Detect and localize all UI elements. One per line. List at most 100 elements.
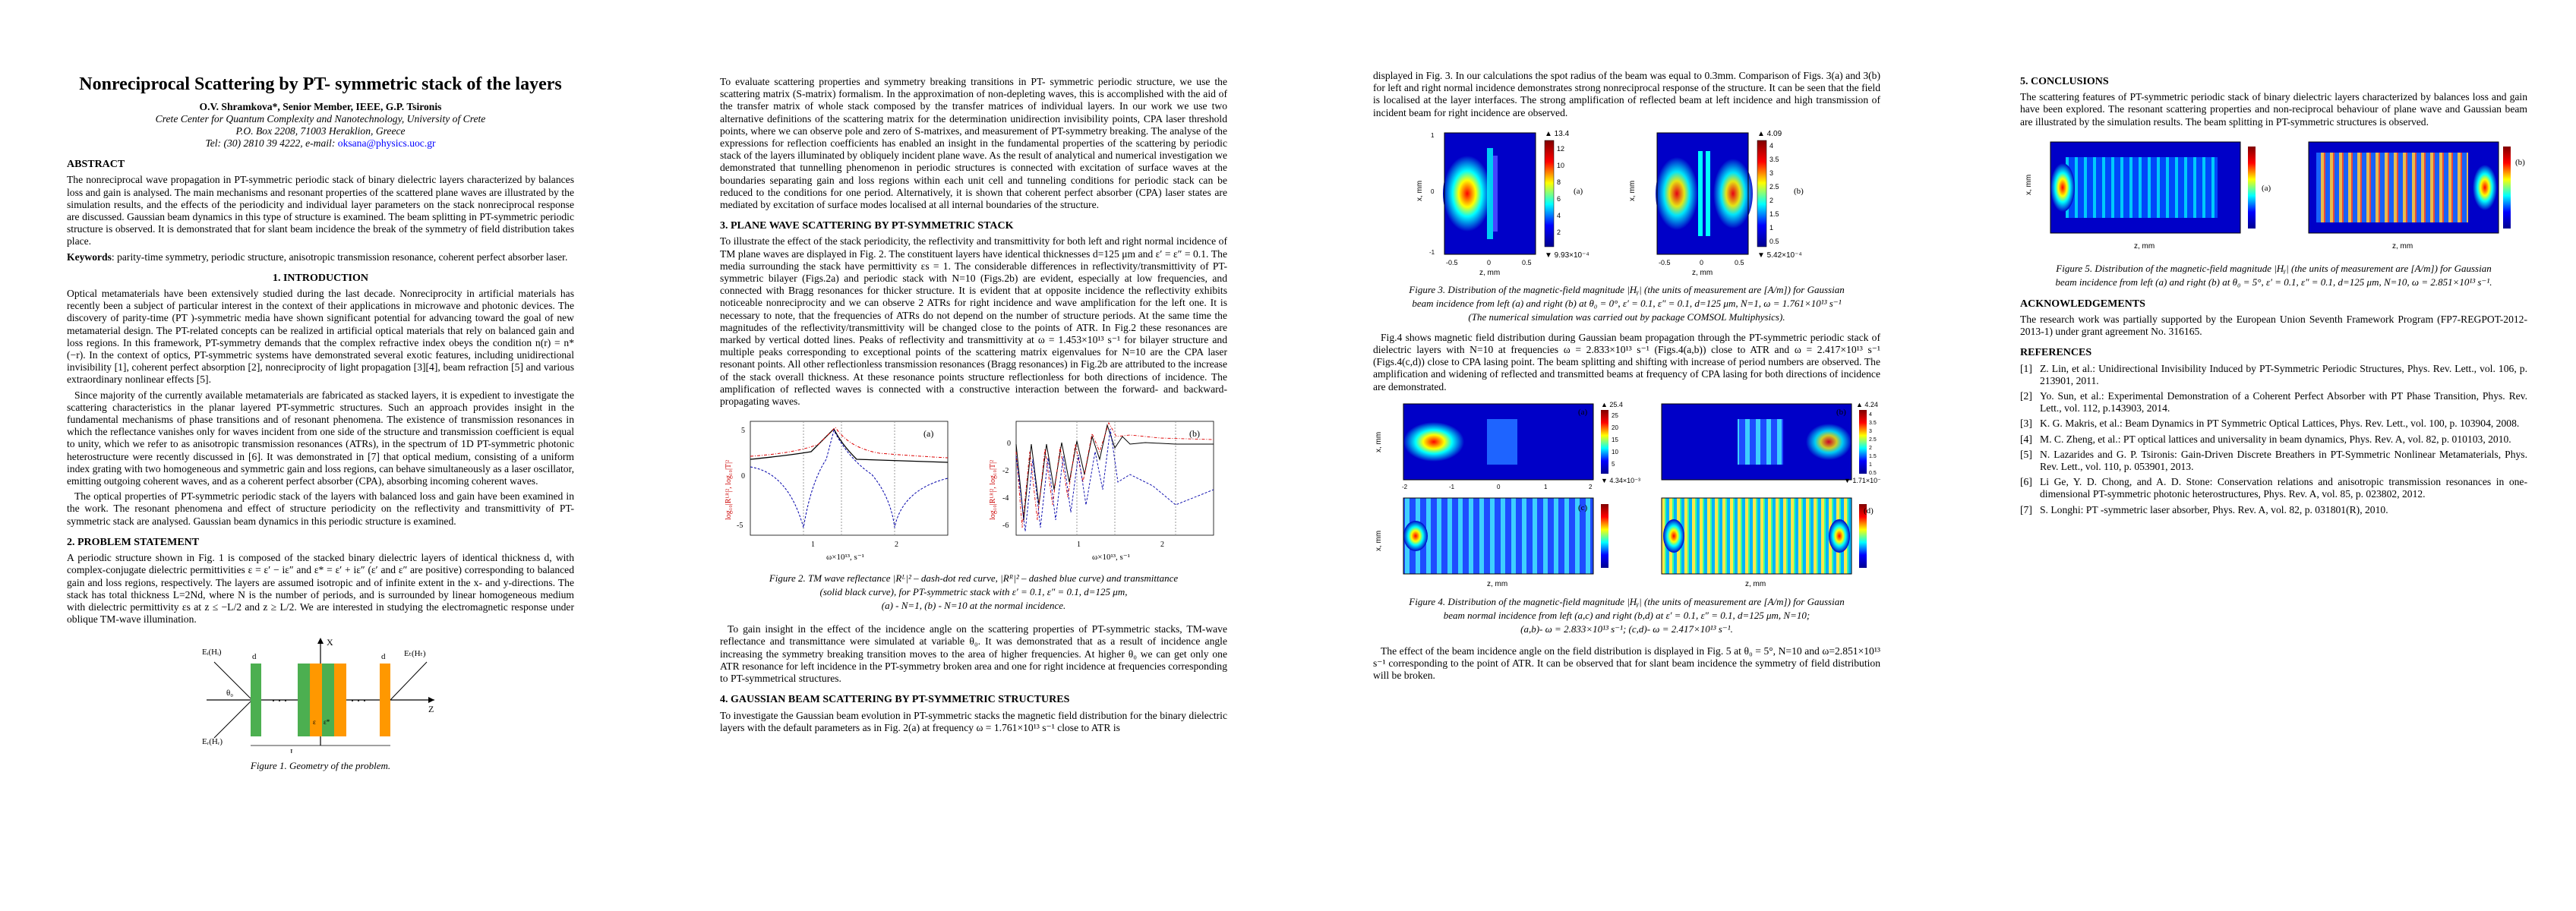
figure-3b: ▲ 4.09 ▼ 5.42×10⁻⁴ 4 3.5 3 2.5 2 1.5 1 0… (1628, 130, 1804, 277)
fig4b-cbar-tick-3: 3 (1869, 429, 1872, 434)
fig1-ei-label: Eᵢ(Hᵢ) (202, 648, 222, 657)
figure-5: (a) x, mm z, mm (b) z, mm (2020, 134, 2527, 256)
fig2a-xtick-2: 2 (895, 541, 898, 549)
affiliation: Crete Center for Quantum Complexity and … (155, 113, 486, 125)
fig3a-label: (a) (1574, 187, 1583, 196)
figure-3: ▲ 13.4 ▼ 9.93×10⁻⁴ 12 10 8 6 4 2 (a) -0.… (1414, 125, 1839, 277)
figure-2-caption: Figure 2. TM wave reflectance |Rᴸ|² – da… (720, 572, 1227, 613)
problem-heading: 2. PROBLEM STATEMENT (67, 536, 200, 548)
fig2b-xtick-1: 1 (1077, 541, 1081, 549)
fig2a-label: (a) (923, 428, 933, 439)
fig3a-xtick-1: -0.5 (1446, 259, 1458, 266)
intro-paragraph-1: Optical metamaterials have been extensiv… (67, 288, 574, 386)
figure-1-geometry: . . . . . . Eᵢ(Hᵢ) Eᵣ(Hᵣ) Eₜ(Hₜ) X Z d d… (202, 637, 434, 753)
figure-4a: ▲ 25.4 ▼ 4.34×10⁻³ 25 20 15 10 5 (a) x, … (1375, 401, 1640, 490)
fig1-et-label: Eₜ(Hₜ) (404, 649, 426, 658)
reference-item: [7] S. Longhi: PT -symmetric laser absorb… (2020, 504, 2527, 516)
fig4c-xlabel: z, mm (1487, 580, 1507, 588)
fig3a-cbar-tick-2: 10 (1557, 162, 1564, 169)
figure-4-plots: ▲ 25.4 ▼ 4.34×10⁻³ 25 20 15 10 5 (a) x, … (1375, 401, 1880, 588)
fig3a-xtick-2: 0 (1487, 259, 1491, 266)
fig4a-cbar-tick-5: 5 (1612, 461, 1615, 468)
fig4d-label: (d) (1864, 506, 1874, 515)
column-3: displayed in Fig. 3. In our calculations… (1373, 70, 1880, 685)
plane-wave-paragraph: To illustrate the effect of the stack pe… (720, 235, 1227, 408)
figure-1-caption: Figure 1. Geometry of the problem. (250, 760, 391, 772)
figure-5-caption-line-1: Figure 5. Distribution of the magnetic-f… (2056, 262, 2492, 274)
fig4a-cbar-tick-4: 10 (1612, 449, 1618, 456)
fig3b-cbar-tick-5: 2 (1769, 197, 1773, 204)
conclusions-heading: 5. CONCLUSIONS (2020, 76, 2109, 87)
fig4b-cbar-tick-7: 1 (1869, 462, 1872, 468)
column3-paragraph-2: Fig.4 shows magnetic field distribution … (1373, 331, 1880, 392)
fig4b-min: ▼ 1.71×10⁻³ (1844, 477, 1880, 484)
fig3b-cbar-tick-1: 4 (1769, 142, 1773, 150)
figure-2-plots: (a) 1 2 5 0 -5 ω×10¹³, s⁻¹ log₁₀|Rᴸᴿ|², … (724, 421, 1214, 562)
reference-text: S. Longhi: PT -symmetric laser absorber,… (2040, 503, 2388, 515)
column-2: To evaluate scattering properties and sy… (720, 76, 1227, 737)
fig4d-xlabel: z, mm (1745, 580, 1766, 588)
fig5b-label: (b) (2515, 158, 2525, 167)
reference-text: N. Lazarides and G. P. Tsironis: Gain-Dr… (2040, 448, 2527, 473)
column2-paragraph-1: To evaluate scattering properties and sy… (720, 76, 1227, 211)
fig4a-xtick-5: 2 (1589, 484, 1593, 490)
fig3b-cbar-tick-3: 3 (1769, 169, 1773, 177)
reference-number: [5] (2020, 448, 2032, 460)
fig1-L-label: L (290, 748, 295, 753)
fig4a-cbar-tick-2: 20 (1612, 424, 1618, 431)
figure-5b: (b) z, mm (2308, 141, 2525, 251)
fig3a-ytick-11: -1 (1429, 249, 1435, 256)
figure-5-caption: Figure 5. Distribution of the magnetic-f… (2020, 262, 2527, 289)
reference-text: Li Ge, Y. D. Chong, and A. D. Stone: Con… (2040, 476, 2527, 500)
reference-text: Z. Lin, et al.: Unidirectional Invisibil… (2040, 362, 2527, 386)
figure-3-caption-line-3: (The numerical simulation was carried ou… (1468, 310, 1785, 323)
fig3b-cbar-tick-4: 2.5 (1769, 183, 1779, 191)
fig4a-xtick-3: 0 (1497, 484, 1501, 490)
reference-text: Yo. Sun, et al.: Experimental Demonstrat… (2040, 390, 2527, 415)
figure-3-caption-line-2: beam incidence from left (a) and right (… (1412, 297, 1842, 309)
fig4c-label: (c) (1578, 503, 1588, 512)
address: P.O. Box 2208, 71003 Heraklion, Greece (235, 125, 406, 137)
fig4a-ylabel: x, mm (1375, 432, 1383, 452)
conclusions-paragraph: The scattering features of PT-symmetric … (2020, 91, 2527, 128)
fig3a-ytick-1: 1 (1431, 132, 1435, 139)
fig1-eps-label: ε (313, 718, 316, 726)
fig3a-min: ▼ 9.93×10⁻⁴ (1545, 251, 1589, 260)
figure-4c: (c) x, mm z, mm (1375, 497, 1608, 588)
reference-text: M. C. Zheng, et al.: PT optical lattices… (2040, 433, 2511, 445)
intro-paragraph-2: Since majority of the currently availabl… (67, 389, 574, 487)
column-4: 5. CONCLUSIONS The scattering features o… (2020, 76, 2527, 519)
acknowledgements-heading: ACKNOWLEDGEMENTS (2020, 298, 2145, 310)
figure-4-caption-line-3: (a,b)- ω = 2.833×10¹³ s⁻¹; (c,d)- ω = 2.… (1520, 623, 1733, 635)
fig2b-ylabel: log₁₀|Rᴸᴿ|², log₁₀|T|² (989, 460, 997, 520)
reference-item: [2] Yo. Sun, et al.: Experimental Demonst… (2020, 390, 2527, 415)
fig3a-max: ▲ 13.4 (1545, 130, 1570, 138)
fig2a-xlabel: ω×10¹³, s⁻¹ (826, 553, 864, 562)
fig1-x-axis: X (327, 637, 333, 648)
fig3b-xlabel: z, mm (1692, 269, 1713, 277)
fig3b-cbar-tick-8: 0.5 (1769, 238, 1779, 245)
fig3b-min: ▼ 5.42×10⁻⁴ (1757, 251, 1802, 260)
fig4a-cbar-tick-3: 15 (1612, 437, 1618, 443)
reference-item: [5] N. Lazarides and G. P. Tsironis: Gain… (2020, 449, 2527, 473)
figure-4b: ▲ 4.24 ▼ 1.71×10⁻³ 4 3.5 3 2.5 2 1.5 1 0… (1661, 401, 1880, 484)
fig4b-cbar-tick-8: 0.5 (1869, 471, 1877, 476)
fig2b-ytick-4: -6 (1002, 522, 1009, 530)
acknowledgements-paragraph: The research work was partially supporte… (2020, 314, 2527, 338)
column-1: Nonreciprocal Scattering by PT- symmetri… (67, 72, 574, 777)
figure-4d: (d) z, mm (1661, 497, 1874, 588)
figure-5-plots: (a) x, mm z, mm (b) z, mm (2025, 141, 2525, 251)
figure-4-caption: Figure 4. Distribution of the magnetic-f… (1373, 595, 1880, 636)
email-link[interactable]: oksana@physics.uoc.gr (337, 137, 436, 150)
fig3a-cbar-tick-6: 2 (1557, 229, 1561, 236)
fig3a-xlabel: z, mm (1479, 269, 1500, 277)
fig2a-ytick-3: -5 (737, 522, 743, 530)
fig2a-ytick-2: 0 (741, 472, 745, 481)
fig4b-max: ▲ 4.24 (1856, 401, 1878, 408)
intro-paragraph-3: The optical properties of PT-symmetric p… (67, 490, 574, 527)
keywords-text: : parity-time symmetry, periodic structu… (111, 251, 568, 263)
figure-3-caption-line-1: Figure 3. Distribution of the magnetic-f… (1409, 283, 1845, 295)
fig1-d-label: d (252, 652, 257, 661)
fig3b-cbar-tick-2: 3.5 (1769, 156, 1779, 163)
fig5a-ylabel: x, mm (2025, 175, 2033, 195)
